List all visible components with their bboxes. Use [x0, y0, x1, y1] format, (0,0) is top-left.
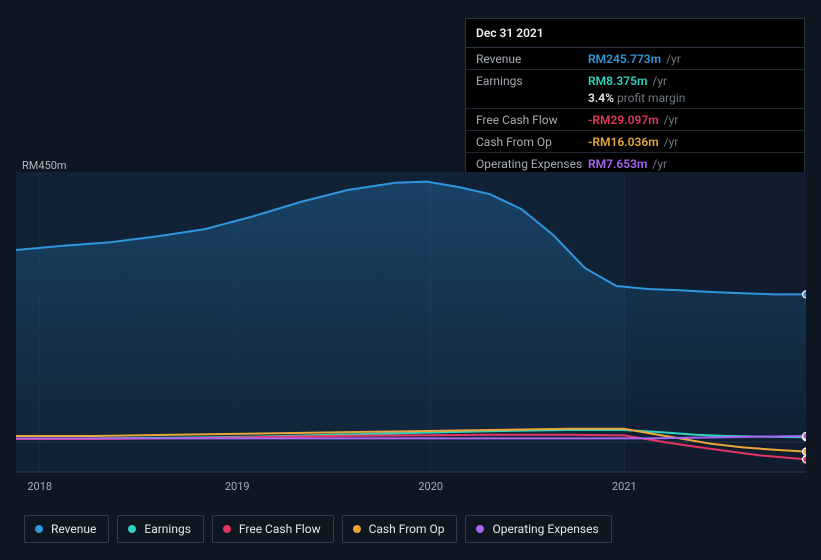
legend-item-opex[interactable]: Operating Expenses	[465, 515, 611, 543]
x-tick-label: 2020	[418, 480, 443, 493]
tooltip-row: Free Cash Flow-RM29.097m /yr	[466, 108, 804, 130]
tooltip-row: Operating ExpensesRM7.653m /yr	[466, 152, 804, 174]
x-tick-label: 2021	[612, 480, 637, 493]
legend-dot-icon	[223, 525, 231, 533]
tooltip-row-label: Revenue	[476, 52, 588, 66]
series-end-revenue	[803, 291, 807, 298]
tooltip-value: RM245.773m	[588, 52, 661, 66]
series-end-opex	[803, 433, 807, 440]
tooltip-row: RevenueRM245.773m /yr	[466, 48, 804, 69]
y-tick-label: RM450m	[22, 159, 67, 172]
legend-dot-icon	[35, 525, 43, 533]
tooltip-row: Cash From Op-RM16.036m /yr	[466, 130, 804, 152]
tooltip-pct: 3.4%	[588, 91, 614, 105]
tooltip-row-label: Earnings	[476, 74, 588, 88]
tooltip-unit: /yr	[649, 74, 667, 88]
legend-label: Cash From Op	[369, 522, 445, 536]
legend-dot-icon	[476, 525, 484, 533]
legend-dot-icon	[128, 525, 136, 533]
tooltip-unit: /yr	[649, 157, 667, 171]
legend-item-cfo[interactable]: Cash From Op	[342, 515, 458, 543]
tooltip-sub: profit margin	[614, 91, 685, 105]
tooltip-row-label	[476, 91, 588, 105]
tooltip-row-label: Cash From Op	[476, 135, 588, 149]
legend-dot-icon	[353, 525, 361, 533]
tooltip-row: EarningsRM8.375m /yr	[466, 69, 804, 91]
legend-item-revenue[interactable]: Revenue	[24, 515, 109, 543]
chart-tooltip: Dec 31 2021 RevenueRM245.773m /yrEarning…	[465, 18, 805, 175]
line-chart[interactable]: 2018 2019 2020 2021	[0, 172, 806, 512]
tooltip-row-label: Free Cash Flow	[476, 113, 588, 127]
tooltip-row-label: Operating Expenses	[476, 157, 588, 171]
tooltip-date: Dec 31 2021	[466, 19, 804, 48]
tooltip-unit: /yr	[661, 135, 679, 149]
x-tick-label: 2019	[225, 480, 250, 493]
tooltip-value: -RM29.097m	[588, 113, 659, 127]
chart-stage: Dec 31 2021 RevenueRM245.773m /yrEarning…	[0, 0, 821, 560]
series-end-fcf	[803, 456, 807, 463]
chart-legend: Revenue Earnings Free Cash Flow Cash From O…	[24, 515, 612, 543]
legend-item-earnings[interactable]: Earnings	[117, 515, 204, 543]
tooltip-unit: /yr	[661, 113, 679, 127]
tooltip-value: -RM16.036m	[588, 135, 659, 149]
tooltip-row: 3.4% profit margin	[466, 91, 804, 108]
series-end-cfo	[803, 448, 807, 455]
x-tick-label: 2018	[27, 480, 52, 493]
legend-label: Operating Expenses	[492, 522, 598, 536]
legend-label: Earnings	[144, 522, 191, 536]
tooltip-value: RM8.375m	[588, 74, 647, 88]
tooltip-unit: /yr	[663, 52, 681, 66]
legend-label: Revenue	[51, 522, 96, 536]
tooltip-value: RM7.653m	[588, 157, 647, 171]
legend-item-fcf[interactable]: Free Cash Flow	[212, 515, 334, 543]
legend-label: Free Cash Flow	[239, 522, 321, 536]
tooltip-rows: RevenueRM245.773m /yrEarningsRM8.375m /y…	[466, 48, 804, 174]
